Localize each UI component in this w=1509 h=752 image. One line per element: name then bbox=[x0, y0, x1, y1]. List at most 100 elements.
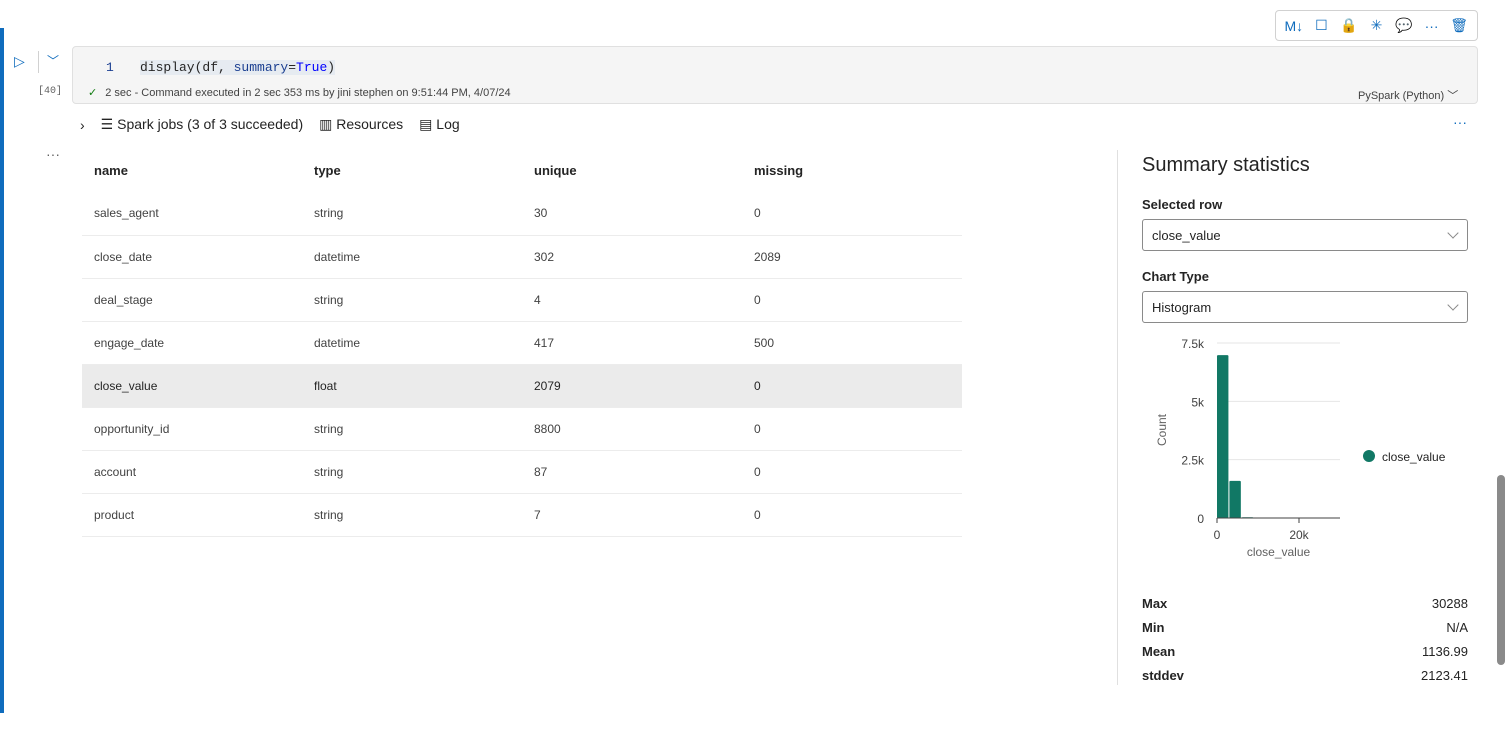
table-cell: close_value bbox=[82, 364, 302, 408]
table-cell: 2079 bbox=[522, 364, 742, 408]
log-icon: ▤ bbox=[419, 116, 437, 132]
stat-label: Min bbox=[1142, 620, 1165, 635]
language-label: PySpark (Python) bbox=[1358, 90, 1445, 102]
clear-output-icon[interactable]: ☐ bbox=[1315, 17, 1328, 33]
cell-toolbar: M↓ ☐ 🔒 ✳ 💬 ··· 🗑 bbox=[1275, 10, 1478, 41]
more-icon[interactable]: ··· bbox=[1424, 17, 1439, 34]
table-cell: 87 bbox=[522, 450, 742, 494]
code-line[interactable]: display(df, summary=True) bbox=[140, 60, 336, 75]
table-cell: 4 bbox=[522, 278, 742, 322]
code-fn: display(df, bbox=[140, 60, 234, 75]
selected-row-dropdown[interactable]: close_value bbox=[1142, 219, 1468, 251]
spark-jobs-button[interactable]: ☰ Spark jobs (3 of 3 succeeded) bbox=[101, 116, 303, 133]
x-tick-label: 20k bbox=[1289, 528, 1309, 542]
stat-value: N/A bbox=[1446, 620, 1468, 635]
y-tick-label: 7.5k bbox=[1181, 337, 1205, 351]
table-row[interactable]: opportunity_id string 8800 0 bbox=[82, 407, 962, 451]
active-cell-indicator bbox=[0, 28, 4, 713]
execution-count: [40] bbox=[38, 86, 63, 97]
stat-row: stddev 2123.41 bbox=[1142, 668, 1468, 683]
table-cell: sales_agent bbox=[82, 192, 302, 236]
lock-icon[interactable]: 🔒 bbox=[1340, 17, 1358, 33]
table-row[interactable]: sales_agent string 30 0 bbox=[82, 192, 962, 236]
table-cell: 417 bbox=[522, 321, 742, 365]
stat-value: 1136.99 bbox=[1421, 644, 1468, 659]
code-eq: = bbox=[288, 60, 297, 75]
freeze-icon[interactable]: ✳ bbox=[1370, 17, 1383, 33]
table-cell: 0 bbox=[742, 278, 962, 322]
table-row[interactable]: close_date datetime 302 2089 bbox=[82, 235, 962, 279]
collapse-chevron-icon[interactable]: ﹀ bbox=[47, 54, 60, 68]
language-selector[interactable]: PySpark (Python) ﹀ bbox=[1358, 87, 1458, 103]
table-cell: product bbox=[82, 493, 302, 537]
summary-table: name type unique missing sales_agent string 30… bbox=[82, 148, 962, 537]
legend-label: close_value bbox=[1382, 450, 1446, 464]
table-cell: 0 bbox=[742, 192, 962, 236]
comment-icon[interactable]: 💬 bbox=[1395, 17, 1413, 33]
chart-type-label: Chart Type bbox=[1142, 269, 1209, 284]
code-kw: summary bbox=[233, 60, 289, 75]
divider bbox=[38, 51, 39, 73]
stat-value: 2123.41 bbox=[1421, 668, 1468, 683]
y-axis-title: Count bbox=[1155, 413, 1169, 446]
stat-label: Max bbox=[1142, 596, 1168, 611]
scrollbar[interactable] bbox=[1497, 475, 1505, 665]
table-row[interactable]: account string 87 0 bbox=[82, 450, 962, 494]
log-label: Log bbox=[436, 116, 460, 132]
line-number: 1 bbox=[106, 60, 114, 75]
resources-button[interactable]: ▥ Resources bbox=[319, 116, 403, 133]
status-time: 2 sec bbox=[105, 87, 132, 99]
y-tick-label: 0 bbox=[1197, 512, 1204, 526]
table-row[interactable]: deal_stage string 4 0 bbox=[82, 278, 962, 322]
table-cell: 302 bbox=[522, 235, 742, 279]
table-cell: datetime bbox=[302, 235, 522, 279]
code-end: ) bbox=[327, 60, 336, 75]
table-cell: datetime bbox=[302, 321, 522, 365]
table-row[interactable]: product string 7 0 bbox=[82, 493, 962, 537]
resources-label: Resources bbox=[336, 116, 404, 132]
table-cell: float bbox=[302, 364, 522, 408]
table-cell: string bbox=[302, 278, 522, 322]
y-tick-label: 2.5k bbox=[1181, 454, 1205, 468]
table-row[interactable]: close_value float 2079 0 bbox=[82, 364, 962, 408]
table-cell: close_date bbox=[82, 235, 302, 279]
table-cell: 2089 bbox=[742, 235, 962, 279]
execution-status: ✓ 2 sec - Command executed in 2 sec 353 m… bbox=[88, 86, 511, 99]
column-header-type[interactable]: type bbox=[314, 162, 341, 178]
table-cell: 30 bbox=[522, 192, 742, 236]
column-header-name[interactable]: name bbox=[94, 162, 128, 178]
chevron-down-icon: ﹀ bbox=[1447, 90, 1459, 102]
check-icon: ✓ bbox=[88, 87, 98, 99]
table-cell: account bbox=[82, 450, 302, 494]
histogram-chart: 0 2.5k 5k 7.5k 0 20k close_value Count close_val… bbox=[1155, 337, 1446, 559]
table-cell: string bbox=[302, 407, 522, 451]
cell-more-icon[interactable]: ··· bbox=[46, 146, 60, 162]
chart-type-dropdown[interactable]: Histogram bbox=[1142, 291, 1468, 323]
column-header-unique[interactable]: unique bbox=[534, 162, 577, 178]
markdown-icon[interactable]: M↓ bbox=[1284, 17, 1304, 34]
table-cell: 0 bbox=[742, 364, 962, 408]
selected-row-label: Selected row bbox=[1142, 197, 1223, 212]
output-more-icon[interactable]: ··· bbox=[1453, 114, 1467, 130]
stat-row: Mean 1136.99 bbox=[1142, 644, 1468, 659]
x-axis-title: close_value bbox=[1247, 545, 1311, 559]
table-cell: engage_date bbox=[82, 321, 302, 365]
column-header-missing[interactable]: missing bbox=[754, 162, 804, 178]
legend-marker bbox=[1363, 450, 1375, 462]
delete-icon[interactable]: 🗑 bbox=[1450, 17, 1469, 33]
table-row[interactable]: engage_date datetime 417 500 bbox=[82, 321, 962, 365]
table-cell: opportunity_id bbox=[82, 407, 302, 451]
output-bar: › ☰ Spark jobs (3 of 3 succeeded) ▥ Reso… bbox=[80, 116, 460, 133]
code-cell[interactable] bbox=[72, 46, 1478, 104]
spark-jobs-label: Spark jobs (3 of 3 succeeded) bbox=[117, 116, 304, 132]
x-tick-label: 0 bbox=[1214, 528, 1221, 542]
stat-row: Min N/A bbox=[1142, 620, 1468, 635]
table-cell: 0 bbox=[742, 493, 962, 537]
chart-icon: ▥ bbox=[319, 116, 337, 132]
stat-label: stddev bbox=[1142, 668, 1184, 683]
run-cell-button[interactable]: ▷ bbox=[14, 53, 25, 69]
panel-divider bbox=[1117, 150, 1118, 685]
table-cell: deal_stage bbox=[82, 278, 302, 322]
log-button[interactable]: ▤ Log bbox=[419, 116, 459, 133]
expand-chevron-icon[interactable]: › bbox=[80, 116, 85, 133]
